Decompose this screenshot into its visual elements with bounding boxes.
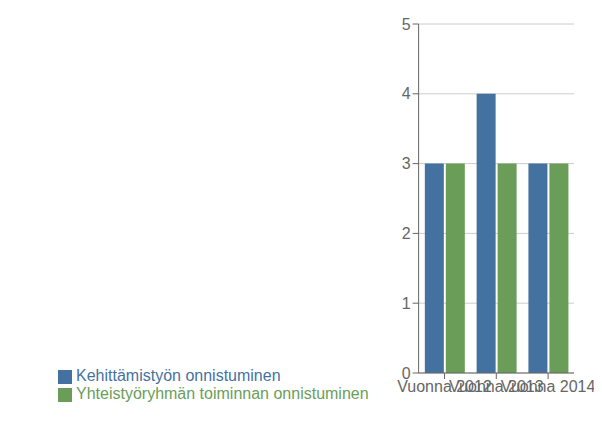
svg-text:0: 0 [402, 365, 411, 382]
svg-text:4: 4 [402, 85, 411, 102]
html-text:Yhteistyöryhmän toiminnan onni: Yhteistyöryhmän toiminnan onnistuminen [76, 385, 369, 402]
svg-text:3: 3 [402, 155, 411, 172]
svg-text:5: 5 [402, 16, 411, 33]
svg-text:2: 2 [402, 225, 411, 242]
svg-text:Vuonna 2014: Vuonna 2014 [501, 378, 594, 395]
svg-text:Vuonna 2012: Vuonna 2012 [397, 378, 492, 396]
svg-text:1: 1 [402, 295, 411, 312]
html-text:Kehittämistyön onnistuminen: Kehittämistyön onnistuminen [76, 367, 281, 384]
svg-text:Vuonna 2013: Vuonna 2013 [449, 378, 544, 396]
